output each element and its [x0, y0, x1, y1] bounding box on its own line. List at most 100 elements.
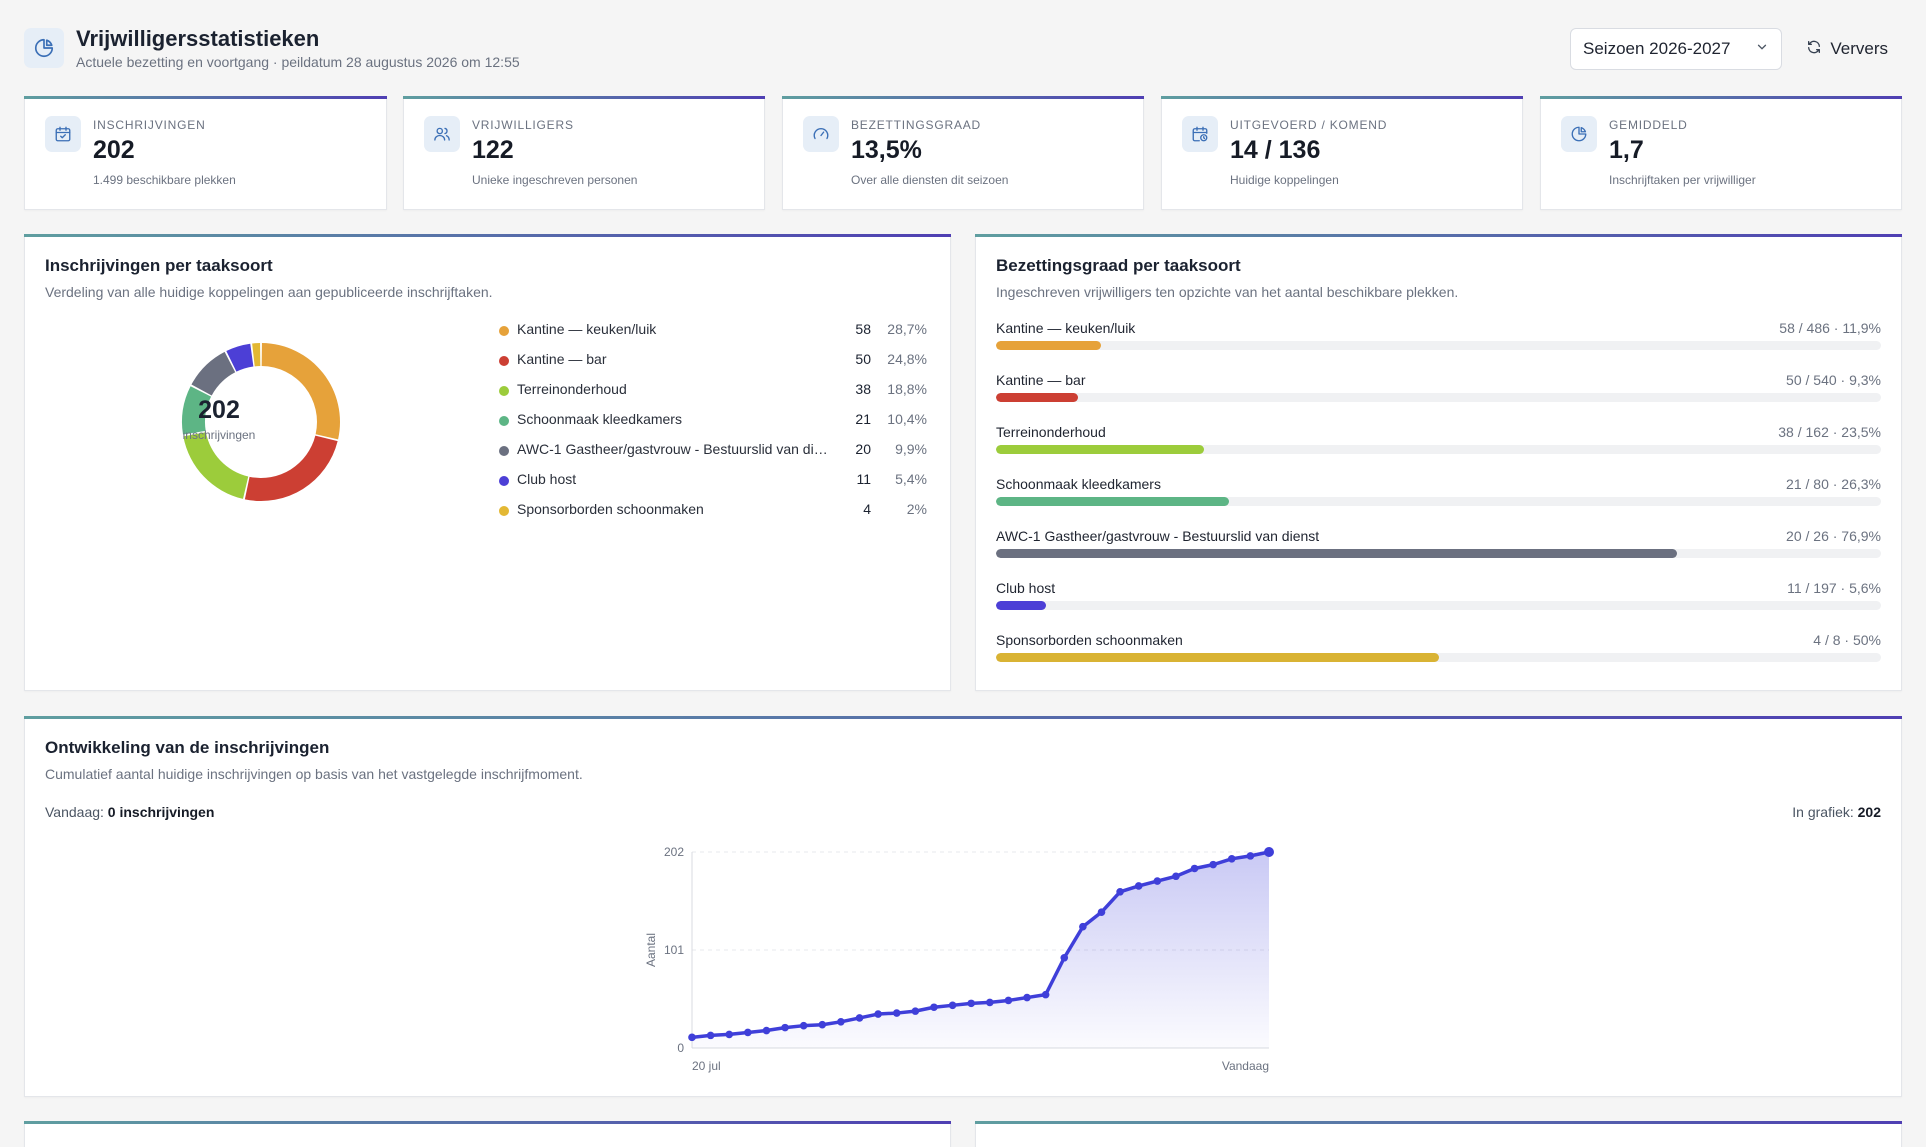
donut-slice: [183, 432, 249, 499]
donut-center-value: 202: [198, 396, 240, 424]
donut-slice: [244, 435, 338, 501]
bottom-right-card: [975, 1121, 1902, 1147]
stat-sub: Huidige koppelingen: [1230, 173, 1339, 187]
stat-label: Inschrijvingen: [93, 118, 206, 132]
x-tick-label: Vandaag: [1222, 1059, 1269, 1073]
occupancy-fill: [996, 341, 1102, 350]
today-count: Vandaag: 0 inschrijvingen: [45, 804, 214, 820]
occupancy-name: Sponsorborden schoonmaken: [996, 632, 1183, 648]
legend-item: Kantine — keuken/luik 58 28,7%: [499, 320, 927, 350]
data-point: [706, 1031, 715, 1040]
legend-name: Kantine — keuken/luik: [517, 321, 657, 337]
today-value: 0 inschrijvingen: [107, 804, 215, 820]
legend-dot: [499, 506, 509, 516]
occupancy-row: Sponsorborden schoonmaken 4 / 8 · 50%: [996, 632, 1881, 684]
data-point: [874, 1010, 882, 1018]
gauge-icon: [803, 116, 839, 152]
legend-item: Schoonmaak kleedkamers 21 10,4%: [499, 410, 927, 440]
occupancy-track: [996, 497, 1881, 506]
y-axis-label: Aantal: [644, 933, 658, 967]
season-select[interactable]: Seizoen 2026-2027: [1570, 28, 1782, 70]
donut-slice: [261, 343, 341, 440]
data-point: [781, 1023, 789, 1032]
development-card: Ontwikkeling van de inschrijvingen Cumul…: [24, 716, 1902, 1097]
in-chart-label: In grafiek:: [1792, 804, 1854, 820]
bottom-left-card: [24, 1121, 951, 1147]
data-point: [1116, 887, 1124, 896]
data-point: [688, 1033, 696, 1042]
occupancy-stat: 20 / 26 · 76,9%: [1786, 528, 1881, 544]
occupancy-fill: [996, 601, 1046, 610]
stat-sub: Over alle diensten dit seizoen: [851, 173, 1009, 187]
legend-name: Club host: [517, 471, 577, 487]
legend-pct: 2%: [906, 501, 927, 517]
stat-sub: Unieke ingeschreven personen: [472, 173, 638, 187]
occupancy-fill: [996, 445, 1204, 454]
legend-pct: 9,9%: [895, 441, 927, 457]
legend-pct: 5,4%: [895, 471, 927, 487]
legend-pct: 18,8%: [887, 381, 927, 397]
donut-center-label: inschrijvingen: [182, 428, 256, 442]
legend-name: Terreinonderhoud: [517, 381, 627, 397]
in-chart-value: 202: [1857, 804, 1881, 820]
legend-name: Schoonmaak kleedkamers: [517, 411, 682, 427]
occupancy-name: Kantine — bar: [996, 372, 1086, 388]
occupancy-name: Terreinonderhoud: [996, 424, 1106, 440]
legend-dot: [499, 386, 509, 396]
legend-count: 4: [863, 501, 871, 517]
occupancy-stat: 58 / 486 · 11,9%: [1779, 320, 1881, 336]
refresh-label: Ververs: [1830, 39, 1888, 58]
stat-label: Gemiddeld: [1609, 118, 1688, 132]
data-point: [1097, 908, 1106, 916]
card-title: Ontwikkeling van de inschrijvingen: [45, 738, 330, 757]
legend-name: Sponsorborden schoonmaken: [517, 501, 704, 517]
stat-card-vrijwilligers: Vrijwilligers 122 Unieke ingeschreven pe…: [403, 96, 765, 210]
data-point: [1153, 877, 1162, 885]
legend-count: 21: [855, 411, 871, 427]
cumulative-line-chart: 0 101 202 Aantal 20 jul Vandaag: [644, 845, 1274, 1073]
occupancy-stat: 38 / 162 · 23,5%: [1778, 424, 1881, 440]
page-title: Vrijwilligersstatistieken: [76, 26, 320, 51]
occupancy-track: [996, 393, 1881, 402]
stat-card-gemiddeld: Gemiddeld 1,7 Inschrijftaken per vrijwil…: [1540, 96, 1902, 210]
occupancy-row: AWC-1 Gastheer/gastvrouw - Bestuurslid v…: [996, 528, 1881, 580]
legend-item: Kantine — bar 50 24,8%: [499, 350, 927, 380]
data-point: [948, 1001, 957, 1010]
donut-slice: [182, 386, 212, 435]
refresh-icon: [1806, 39, 1822, 60]
data-point: [1190, 864, 1199, 873]
occupancy-track: [996, 549, 1881, 558]
data-point: [1227, 854, 1236, 863]
card-title: Bezettingsgraad per taaksoort: [996, 256, 1241, 275]
data-point: [818, 1020, 827, 1029]
legend-count: 58: [855, 321, 871, 337]
data-point: [1023, 993, 1031, 1002]
occupancy-row: Terreinonderhoud 38 / 162 · 23,5%: [996, 424, 1881, 476]
legend-pct: 28,7%: [887, 321, 927, 337]
stat-sub: 1.499 beschikbare plekken: [93, 173, 236, 187]
data-point: [837, 1018, 845, 1026]
card-subtitle: Cumulatief aantal huidige inschrijvingen…: [45, 766, 583, 782]
data-point: [1264, 847, 1274, 857]
occupancy-row: Club host 11 / 197 · 5,6%: [996, 580, 1881, 632]
legend-count: 20: [855, 441, 871, 457]
users-icon: [424, 116, 460, 152]
data-point: [1041, 990, 1050, 999]
stat-sub: Inschrijftaken per vrijwilliger: [1609, 173, 1756, 187]
data-point: [892, 1009, 901, 1017]
stat-value: 14 / 136: [1230, 136, 1321, 164]
occupancy-fill: [996, 653, 1439, 662]
data-point: [1134, 882, 1143, 890]
donut-slice: [252, 343, 261, 367]
legend-dot: [499, 416, 509, 426]
stat-label: Bezettingsgraad: [851, 118, 982, 132]
stat-value: 202: [93, 136, 135, 164]
refresh-button[interactable]: Ververs: [1792, 28, 1902, 70]
data-point: [762, 1026, 771, 1035]
data-point: [1004, 996, 1013, 1005]
stat-value: 13,5%: [851, 136, 922, 164]
occupancy-row: Schoonmaak kleedkamers 21 / 80 · 26,3%: [996, 476, 1881, 528]
occupancy-bars: Kantine — keuken/luik 58 / 486 · 11,9% K…: [996, 320, 1881, 684]
data-point: [1060, 953, 1069, 962]
occupancy-row: Kantine — keuken/luik 58 / 486 · 11,9%: [996, 320, 1881, 372]
